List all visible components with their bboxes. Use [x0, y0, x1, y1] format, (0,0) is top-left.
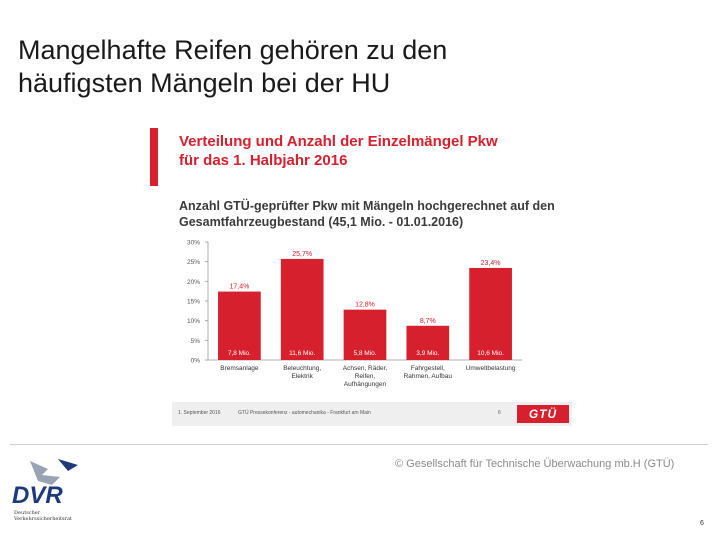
category-label: Elektrik — [292, 373, 314, 380]
dvr-logo-text: DVR — [12, 482, 63, 509]
chart-image: Verteilung und Anzahl der Einzelmängel P… — [150, 120, 572, 426]
bar-count-label: 10,6 Mio. — [477, 350, 504, 357]
dvr-logo: DVR — [12, 459, 78, 509]
dvr-caption-line-2: Verkehrssicherheitsrat — [14, 516, 72, 522]
category-label: Rahmen, Aufbau — [404, 373, 453, 380]
bar — [343, 309, 387, 360]
bar-value-label: 17,4% — [229, 284, 249, 291]
chart-subtitle-line-2: Gesamtfahrzeugbestand (45,1 Mio. - 01.01… — [179, 215, 464, 229]
y-tick-label: 25% — [187, 259, 200, 266]
bar — [280, 258, 324, 360]
bar-value-label: 23,4% — [481, 260, 501, 267]
bar-count-label: 3,9 Mio. — [416, 350, 439, 357]
category-label: Umweltbelastung — [466, 365, 516, 372]
copyright-notice: © Gesellschaft für Technische Überwachun… — [395, 458, 675, 470]
bar — [469, 267, 512, 360]
y-tick-label: 0% — [191, 358, 201, 365]
y-tick-label: 10% — [187, 318, 200, 325]
bar — [218, 291, 261, 360]
bar-value-label: 12,8% — [355, 302, 375, 309]
chart-title: Verteilung und Anzahl der Einzelmängel P… — [179, 132, 498, 170]
y-tick-label: 15% — [187, 299, 200, 306]
chart-footer-page: 6 — [498, 410, 501, 416]
chart-title-line-1: Verteilung und Anzahl der Einzelmängel P… — [179, 133, 498, 150]
bar-chart: 0% 5% 10% 15% 20% 25% 30% 17,4% 7,8 Mio. Bremsanl… — [187, 240, 522, 388]
page-number: 6 — [700, 520, 704, 527]
bar-count-label: 5,8 Mio. — [353, 350, 376, 357]
footer-divider — [10, 444, 708, 445]
category-label: Achsen, Räder, — [343, 365, 388, 372]
category-label: Beleuchtung, — [283, 365, 321, 372]
y-tick-label: 5% — [191, 338, 201, 345]
chart-subtitle: Anzahl GTÜ-geprüfter Pkw mit Mängeln hoc… — [179, 198, 555, 230]
slide-title-line-1: Mangelhafte Reifen gehören zu den — [18, 35, 448, 65]
accent-bar — [150, 128, 158, 186]
bar-count-label: 7,8 Mio. — [228, 350, 251, 357]
dvr-logo-swoosh — [30, 461, 60, 485]
y-tick-label: 30% — [187, 240, 200, 247]
category-label: Fahrgestell, — [411, 365, 445, 372]
bar-value-label: 25,7% — [292, 251, 312, 258]
dvr-logo-arrow — [58, 459, 78, 471]
bar — [406, 325, 450, 360]
dvr-caption-line-1: Deutscher — [14, 510, 41, 516]
chart-footer-date: 1. September 2016 — [178, 410, 221, 416]
gtue-logo: GTÜ — [517, 405, 569, 423]
slide-title: Mangelhafte Reifen gehören zu den häufig… — [18, 34, 698, 100]
slide-title-line-2: häufigsten Mängeln bei der HU — [18, 68, 391, 98]
chart-footer-source: GTÜ Pressekonferenz - automechanika - Fr… — [238, 410, 371, 416]
category-label: Reifen, — [355, 373, 376, 380]
category-label: Bremsanlage — [220, 365, 259, 372]
chart-footer: 1. September 2016 GTÜ Pressekonferenz - … — [172, 402, 572, 426]
dvr-caption: Deutscher Verkehrssicherheitsrat — [14, 510, 84, 522]
bar-value-label: 8,7% — [420, 318, 436, 325]
chart-subtitle-line-1: Anzahl GTÜ-geprüfter Pkw mit Mängeln hoc… — [179, 199, 555, 213]
category-label: Aufhängungen — [344, 381, 387, 388]
chart-title-line-2: für das 1. Halbjahr 2016 — [179, 152, 348, 169]
y-tick-label: 20% — [187, 279, 200, 286]
bar-count-label: 11,6 Mio. — [289, 350, 315, 357]
